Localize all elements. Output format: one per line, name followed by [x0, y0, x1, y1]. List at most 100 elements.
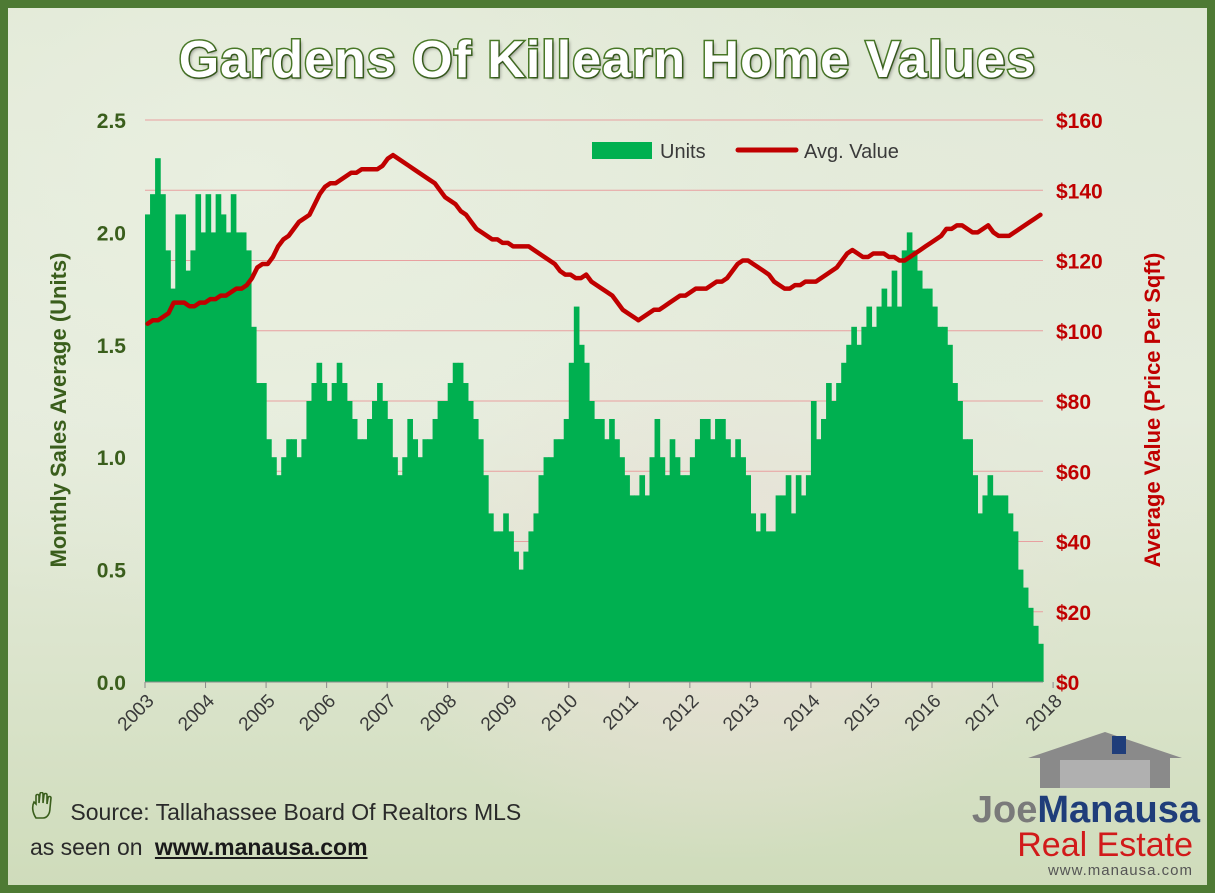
units-bar — [982, 495, 989, 682]
y-left-tick-label: 2.0 — [97, 222, 126, 245]
units-bar — [361, 439, 368, 682]
x-tick-label: 2006 — [295, 691, 340, 736]
units-bar — [286, 439, 292, 682]
x-tick-label: 2004 — [174, 690, 219, 735]
units-bar — [785, 475, 792, 682]
units-bar — [745, 475, 751, 682]
units-bar — [644, 495, 651, 682]
units-bar — [891, 270, 898, 682]
x-tick-label: 2007 — [356, 691, 401, 736]
units-bar — [1007, 513, 1014, 682]
brand-url: www.manausa.com — [1047, 862, 1193, 879]
units-bar — [765, 531, 772, 682]
units-bar — [493, 531, 499, 682]
units-bar — [402, 457, 408, 682]
units-bar — [1027, 607, 1034, 682]
units-bar — [276, 475, 282, 682]
units-bar — [291, 439, 297, 682]
units-bar — [704, 418, 711, 682]
units-bar — [1037, 643, 1044, 682]
units-bar — [407, 418, 413, 682]
units-bar — [684, 475, 691, 682]
units-bar — [266, 439, 272, 682]
units-bar — [175, 214, 181, 682]
units-bar — [588, 401, 595, 682]
brand-first: Joe — [971, 789, 1038, 831]
units-bar — [1002, 495, 1009, 682]
units-bar — [387, 418, 393, 682]
units-bar — [583, 362, 590, 682]
avg-value-line — [145, 152, 1043, 326]
units-bar — [240, 232, 247, 682]
y-right-tick-label: $60 — [1056, 461, 1091, 484]
units-bar — [876, 306, 883, 682]
units-bar — [377, 383, 383, 682]
legend-units-label: Units — [660, 141, 706, 163]
units-bar — [735, 439, 741, 682]
units-bar — [513, 551, 519, 682]
y-left-tick-label: 1.0 — [97, 447, 126, 470]
units-bar — [634, 495, 641, 682]
y-left-tick-label: 0.0 — [97, 672, 126, 695]
brand-logo: JoeManausa Real Estate www.manausa.com — [908, 728, 1203, 879]
units-bar — [215, 194, 222, 682]
seen-on-link[interactable]: www.manausa.com — [154, 834, 368, 860]
units-bar — [538, 475, 545, 682]
units-bar — [992, 495, 999, 682]
y-right-tick-label: $40 — [1056, 532, 1091, 555]
units-bar — [185, 270, 192, 682]
units-bar — [821, 418, 827, 682]
units-bar — [770, 531, 777, 682]
units-bar — [422, 439, 429, 682]
y-right-tick-label: $120 — [1056, 251, 1103, 274]
units-bar — [306, 401, 313, 682]
chart-title: Gardens Of Killearn Home Values — [177, 30, 1037, 91]
units-bar — [477, 439, 484, 682]
x-tick-label: 2013 — [719, 691, 764, 736]
units-bar — [432, 418, 439, 682]
x-tick-label: 2012 — [659, 691, 704, 736]
units-bar — [457, 362, 464, 682]
units-bar — [351, 418, 358, 682]
units-bar — [412, 439, 419, 682]
units-bar — [942, 326, 948, 682]
units-bar — [669, 439, 676, 682]
units-bar — [755, 531, 762, 682]
units-bar — [437, 401, 444, 682]
x-tick-label: 2009 — [477, 691, 522, 736]
units-bar — [952, 383, 958, 682]
units-bar — [861, 326, 868, 682]
units-bar — [856, 344, 862, 682]
units-bar — [871, 326, 878, 682]
units-bar — [578, 344, 585, 682]
units-bar — [937, 326, 943, 682]
units-bar — [866, 306, 873, 682]
units-bar — [205, 194, 212, 682]
units-bar — [397, 475, 403, 682]
units-bar — [659, 457, 666, 682]
units-bar — [760, 513, 767, 682]
units-bar — [180, 214, 186, 682]
units-bar — [674, 457, 681, 682]
units-bar — [689, 457, 696, 682]
units-bar — [346, 401, 353, 682]
x-tick-label: 2015 — [840, 691, 885, 736]
units-bar — [230, 194, 237, 682]
units-bar — [614, 439, 620, 682]
units-bar — [447, 383, 454, 682]
units-bar — [664, 475, 671, 682]
units-bar — [710, 439, 716, 682]
units-bar — [548, 457, 555, 682]
units-bar — [790, 513, 797, 682]
legend: Units Avg. Value — [592, 141, 899, 163]
units-bar — [498, 531, 504, 682]
units-bar — [594, 418, 600, 682]
x-tick-label: 2014 — [780, 690, 825, 735]
units-bar — [619, 457, 625, 682]
units-bar — [901, 250, 908, 682]
units-bar — [195, 194, 202, 682]
units-bar — [261, 383, 267, 682]
units-bar — [911, 250, 918, 682]
units-bar — [720, 418, 726, 682]
units-bar — [336, 362, 343, 682]
